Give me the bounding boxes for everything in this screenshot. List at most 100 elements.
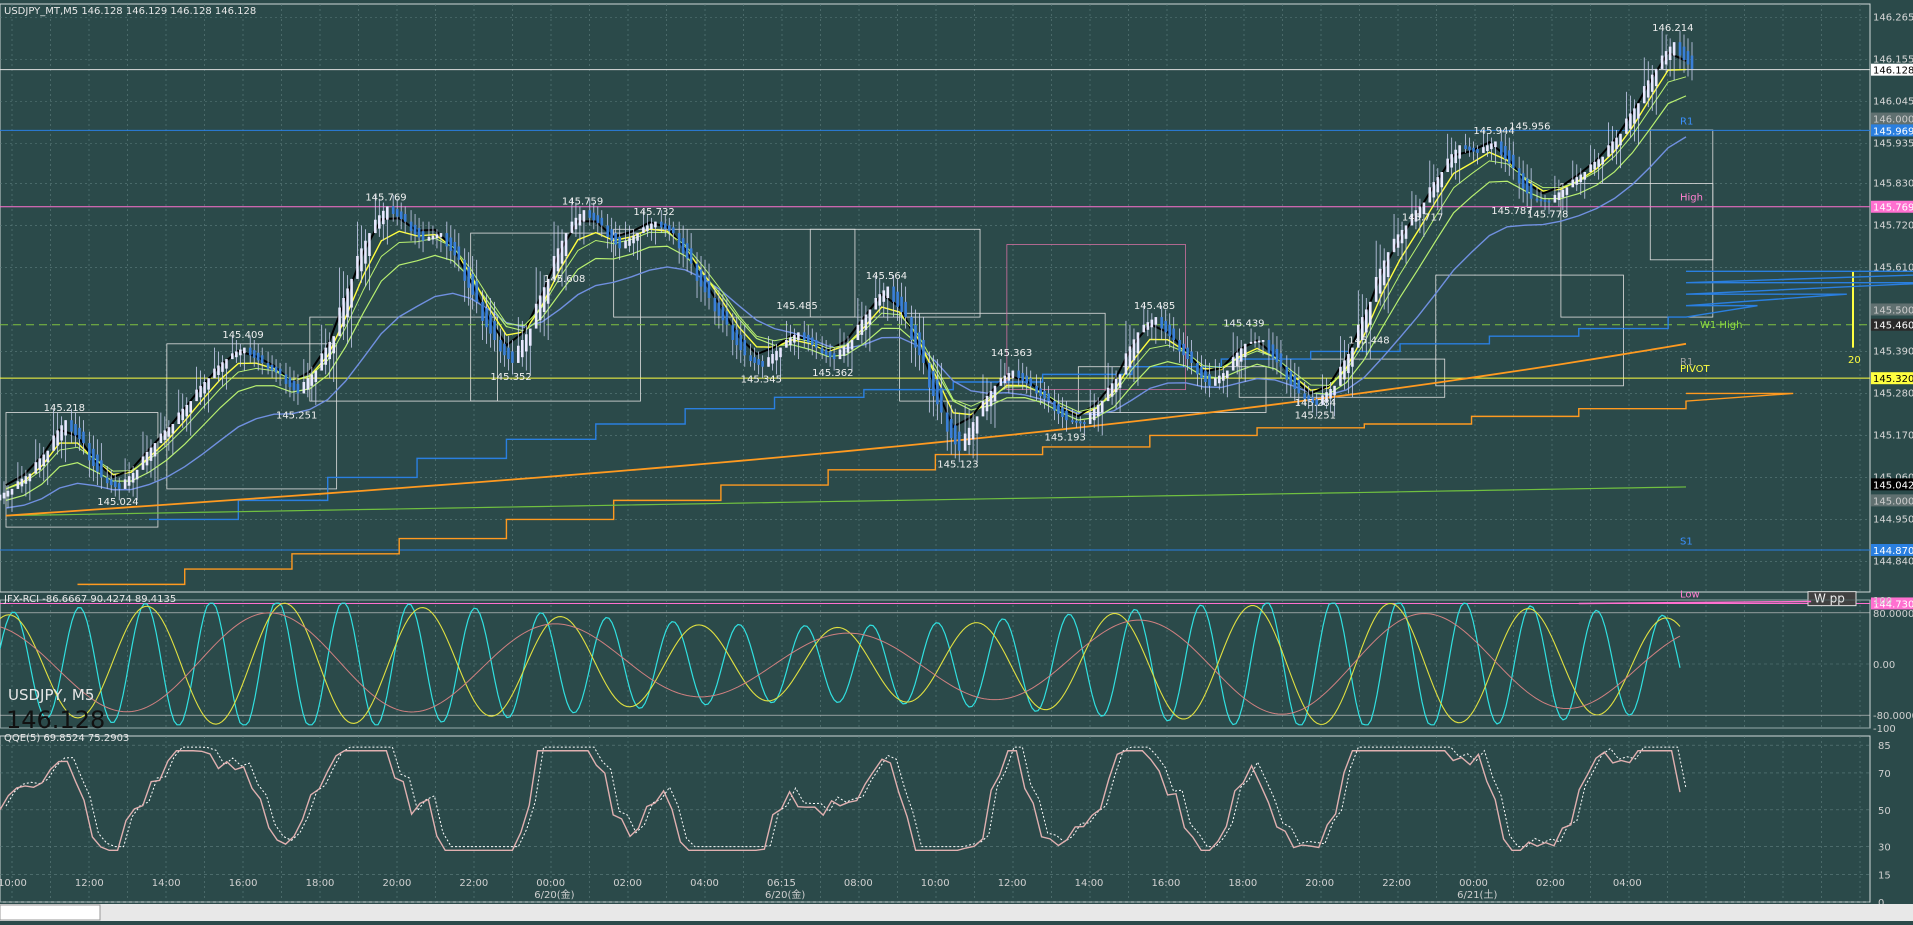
candle-body (761, 361, 764, 367)
symbol-label: USDJPY, M5 (8, 686, 94, 704)
candle-body (1583, 172, 1587, 180)
candle-body (1575, 177, 1579, 185)
candle-body (1253, 341, 1257, 344)
candle-body (221, 362, 224, 372)
candle-body (932, 371, 935, 396)
hi-lo-label: 145.956 (1509, 121, 1550, 132)
candle-body (743, 340, 747, 356)
hi-lo-label: 145.717 (1402, 213, 1443, 224)
price-tag (1871, 494, 1913, 507)
price-tag (1871, 597, 1913, 610)
candle-body (1382, 260, 1386, 286)
candle-body (34, 462, 38, 474)
candle-body (739, 334, 743, 351)
candle-body (1486, 145, 1489, 151)
candle-body (386, 206, 389, 220)
candle-body (1339, 366, 1342, 386)
price-tag (1871, 200, 1913, 213)
candle-body (417, 228, 421, 238)
candle-body (1364, 309, 1368, 333)
candle-body (278, 368, 282, 375)
candle-body (1160, 317, 1164, 329)
candle-body (256, 352, 260, 361)
candle-body (2, 492, 6, 499)
candle-body (374, 219, 377, 234)
hi-lo-label: 145.024 (97, 497, 138, 508)
candle-body (225, 359, 228, 369)
hi-lo-label: 145.345 (741, 375, 782, 386)
candle-body (1571, 179, 1575, 188)
wpp-tag (1807, 591, 1857, 607)
candle-body (1172, 328, 1176, 340)
hi-lo-label: 145.409 (222, 330, 263, 341)
qqe-tick: 50 (1878, 806, 1891, 817)
price-tick: 145.060 (1873, 472, 1913, 483)
candle-body (1146, 322, 1150, 330)
candle-body (1436, 177, 1440, 193)
candle-body (725, 311, 729, 325)
candle-body (1561, 189, 1565, 198)
candle-body (953, 425, 957, 445)
candle-body (1275, 348, 1279, 363)
price-tag-label: 144.870 (1873, 546, 1913, 557)
candle-body (1490, 143, 1493, 150)
candle-body (463, 259, 466, 281)
candle-body (1654, 68, 1658, 87)
price-tag-label: 145.042 (1873, 480, 1913, 491)
candle-body (659, 221, 663, 228)
price-tag-label: 145.500 (1873, 305, 1913, 316)
date-label: 6/20(金) (534, 888, 574, 901)
orange-ma (5, 342, 1687, 517)
rci-tick: -100 (1873, 724, 1896, 735)
candle-body (131, 473, 135, 483)
candle-body (896, 291, 899, 307)
candle-body (135, 469, 139, 480)
candle-body (1517, 168, 1521, 184)
time-label: 14:00 (1075, 878, 1104, 889)
candle-body (993, 385, 997, 402)
candle-body (1547, 200, 1551, 203)
candle-body (981, 401, 985, 417)
candle-body (703, 275, 707, 293)
candle-body (681, 238, 685, 254)
candle-body (1106, 387, 1110, 402)
candle-body (1482, 147, 1485, 153)
range-label: 20 (1848, 355, 1861, 366)
candle-body (306, 378, 310, 390)
candle-body (92, 448, 95, 466)
candle-body (489, 314, 492, 334)
candle-body (582, 210, 586, 222)
candle-body (435, 234, 439, 239)
qqe-tick: 15 (1878, 870, 1891, 881)
candle-body (159, 433, 163, 444)
candle-body (1333, 385, 1336, 396)
candle-body (1150, 319, 1154, 328)
candle-body (52, 435, 55, 451)
candle-body (1114, 378, 1118, 393)
candle-body (1100, 401, 1104, 413)
big-price: 146.128 (6, 706, 105, 734)
hi-lo-label: 145.759 (562, 197, 603, 208)
candle-body (534, 303, 538, 329)
candle-body (963, 433, 967, 451)
candle-body (1672, 42, 1676, 56)
time-label: 18:00 (1228, 878, 1257, 889)
candle-body (654, 221, 657, 228)
candle-body (185, 404, 189, 417)
rci-tick: 0.00 (1873, 660, 1895, 671)
candle-body (900, 296, 903, 312)
hi-lo-label: 145.251 (1295, 411, 1336, 422)
candle-body (642, 227, 645, 234)
price-tick: 145.830 (1873, 178, 1913, 189)
candle-body (999, 378, 1003, 386)
candle-body (546, 278, 550, 304)
candle-body (1464, 145, 1467, 150)
hi-lo-label: 145.363 (991, 348, 1032, 359)
candle-body (922, 340, 925, 363)
price-tag (1871, 303, 1913, 316)
candle-body (117, 483, 121, 489)
candle-body (735, 329, 739, 346)
candle-body (1543, 200, 1547, 202)
